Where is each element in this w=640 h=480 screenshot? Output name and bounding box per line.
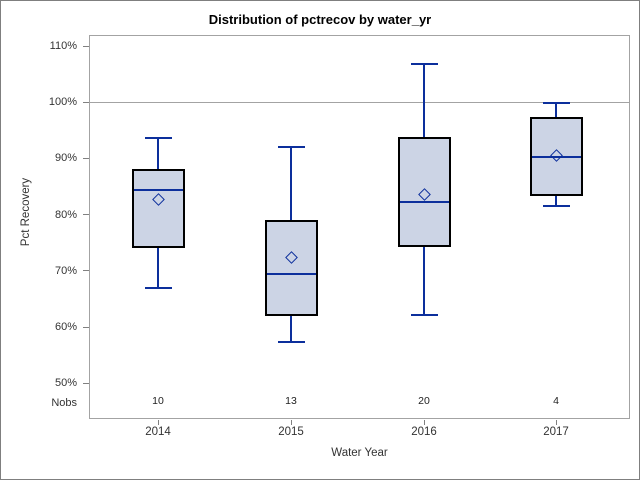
whisker-cap-bottom (277, 341, 305, 344)
median-line (399, 200, 449, 203)
box-iqr (397, 137, 451, 248)
x-tick-mark (157, 420, 159, 425)
chart-title: Distribution of pctrecov by water_yr (208, 12, 432, 27)
y-tick-label: 90% (54, 152, 77, 165)
y-tick-mark (83, 157, 89, 159)
y-tick-mark (83, 101, 89, 103)
x-tick-label: 2015 (278, 426, 304, 438)
nobs-value: 10 (152, 395, 164, 407)
whisker-cap-top (410, 62, 438, 65)
y-tick-mark (83, 45, 89, 47)
reference-line (90, 101, 629, 103)
x-tick-label: 2014 (145, 426, 171, 438)
median-line (133, 188, 183, 191)
box-iqr (131, 169, 185, 249)
y-tick-mark (83, 214, 89, 216)
x-tick-label: 2017 (543, 426, 569, 438)
whisker-cap-top (144, 136, 172, 139)
y-tick-mark (83, 270, 89, 272)
nobs-value: 13 (285, 395, 297, 407)
y-tick-label: 50% (54, 377, 77, 390)
whisker-cap-bottom (144, 286, 172, 289)
median-line (266, 273, 316, 276)
whisker-cap-bottom (410, 313, 438, 316)
x-tick-mark (423, 420, 425, 425)
y-tick-label: 110% (49, 40, 77, 52)
whisker-cap-bottom (542, 205, 570, 208)
nobs-value: 4 (553, 395, 559, 407)
whisker-cap-top (277, 146, 305, 149)
nobs-value: 20 (418, 395, 430, 407)
x-tick-mark (555, 420, 557, 425)
y-tick-mark (83, 326, 89, 328)
y-tick-label: 60% (54, 321, 77, 333)
whisker-cap-top (542, 102, 570, 105)
x-tick-mark (290, 420, 292, 425)
x-tick-label: 2016 (411, 426, 437, 438)
y-tick-label: 100% (48, 96, 77, 109)
y-tick-mark (83, 382, 89, 384)
y-tick-label: 80% (54, 208, 77, 221)
box-iqr (264, 219, 318, 317)
y-tick-label: 70% (54, 264, 77, 277)
median-line (531, 156, 581, 159)
nobs-row-label: Nobs (51, 397, 77, 409)
x-axis-title: Water Year (331, 447, 388, 459)
y-axis-title: Pct Recovery (20, 177, 32, 247)
